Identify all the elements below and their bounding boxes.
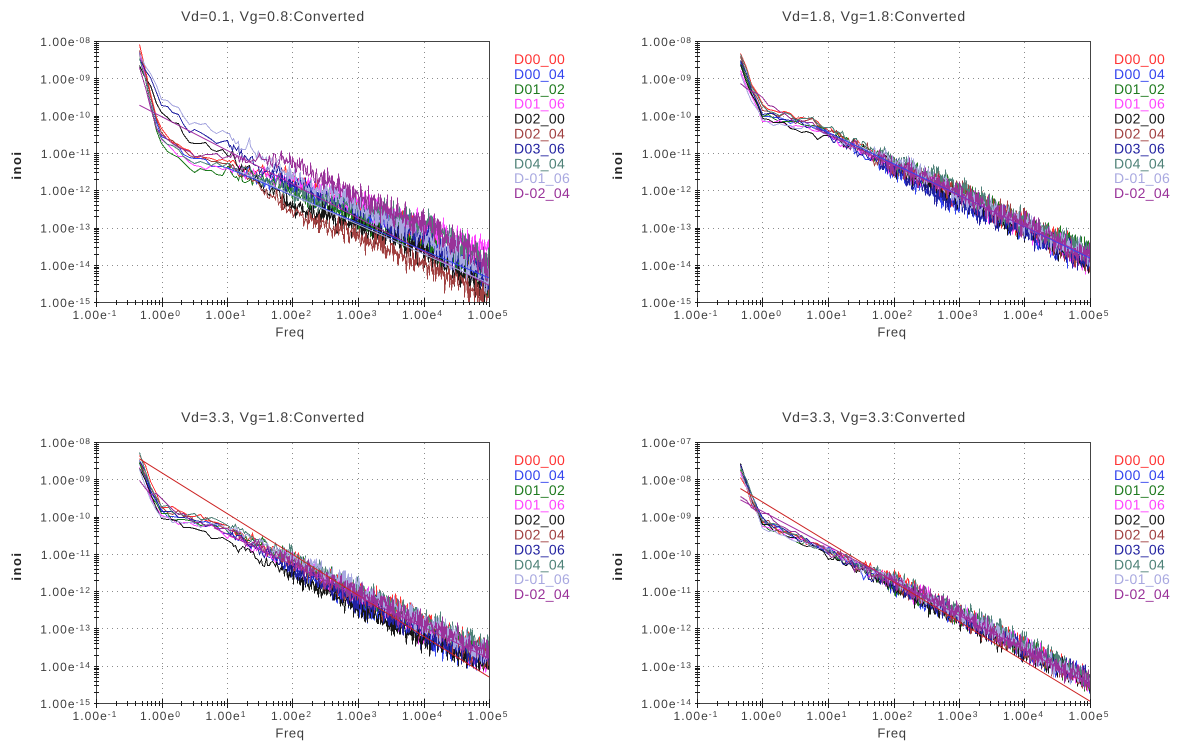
svg-text:1.00e3: 1.00e3 <box>336 709 377 723</box>
svg-text:D00_04: D00_04 <box>514 467 565 483</box>
svg-text:D04_04: D04_04 <box>514 556 565 572</box>
svg-text:1.00e5: 1.00e5 <box>1068 709 1109 723</box>
svg-text:1.00e-1: 1.00e-1 <box>674 709 719 723</box>
svg-text:D02_00: D02_00 <box>1114 111 1165 127</box>
svg-text:inoi: inoi <box>9 551 24 580</box>
svg-text:D01_02: D01_02 <box>514 81 565 97</box>
svg-text:D02_04: D02_04 <box>514 126 565 142</box>
svg-text:D01_02: D01_02 <box>514 482 565 498</box>
svg-text:D01_06: D01_06 <box>1114 96 1165 112</box>
svg-text:1.00e3: 1.00e3 <box>336 308 377 322</box>
svg-text:inoi: inoi <box>610 150 625 179</box>
svg-text:D02_00: D02_00 <box>514 512 565 528</box>
svg-text:D01_02: D01_02 <box>1114 482 1165 498</box>
svg-text:Freq: Freq <box>275 325 304 340</box>
svg-text:1.00e0: 1.00e0 <box>741 709 782 723</box>
svg-text:inoi: inoi <box>610 551 625 580</box>
svg-text:1.00e4: 1.00e4 <box>402 709 443 723</box>
svg-text:D01_06: D01_06 <box>514 497 565 513</box>
svg-text:D-02_04: D-02_04 <box>1114 185 1170 201</box>
svg-text:1.00e1: 1.00e1 <box>205 709 246 723</box>
svg-text:1.00e5: 1.00e5 <box>467 709 508 723</box>
svg-text:Vd=3.3, Vg=3.3:Converted: Vd=3.3, Vg=3.3:Converted <box>782 409 966 425</box>
svg-text:Freq: Freq <box>275 726 304 741</box>
svg-text:D03_06: D03_06 <box>514 541 565 557</box>
svg-text:D02_00: D02_00 <box>1114 512 1165 528</box>
svg-text:D04_04: D04_04 <box>1114 155 1165 171</box>
svg-text:D01_06: D01_06 <box>1114 497 1165 513</box>
svg-text:1.00e5: 1.00e5 <box>1068 308 1109 322</box>
svg-text:D02_04: D02_04 <box>1114 527 1165 543</box>
svg-text:1.00e4: 1.00e4 <box>1003 308 1044 322</box>
svg-text:D02_00: D02_00 <box>514 111 565 127</box>
svg-text:D-02_04: D-02_04 <box>514 185 570 201</box>
svg-text:D04_04: D04_04 <box>514 155 565 171</box>
svg-text:D02_04: D02_04 <box>514 527 565 543</box>
svg-text:D-02_04: D-02_04 <box>1114 586 1170 602</box>
svg-text:1.00e2: 1.00e2 <box>872 308 913 322</box>
svg-text:1.00e1: 1.00e1 <box>205 308 246 322</box>
svg-text:1.00e5: 1.00e5 <box>467 308 508 322</box>
svg-text:D01_06: D01_06 <box>514 96 565 112</box>
svg-text:1.00e0: 1.00e0 <box>140 709 181 723</box>
svg-text:D02_04: D02_04 <box>1114 126 1165 142</box>
svg-text:1.00e2: 1.00e2 <box>872 709 913 723</box>
svg-text:D03_06: D03_06 <box>1114 140 1165 156</box>
svg-text:1.00e3: 1.00e3 <box>937 308 978 322</box>
svg-text:Vd=1.8, Vg=1.8:Converted: Vd=1.8, Vg=1.8:Converted <box>782 8 966 24</box>
svg-text:1.00e1: 1.00e1 <box>806 709 847 723</box>
svg-text:D-01_06: D-01_06 <box>1114 571 1170 587</box>
svg-text:inoi: inoi <box>9 150 24 179</box>
svg-text:Freq: Freq <box>877 325 906 340</box>
svg-text:D00_00: D00_00 <box>514 452 565 468</box>
svg-text:1.00e1: 1.00e1 <box>806 308 847 322</box>
svg-text:D00_04: D00_04 <box>1114 467 1165 483</box>
svg-text:D-01_06: D-01_06 <box>514 571 570 587</box>
svg-text:D00_00: D00_00 <box>1114 452 1165 468</box>
svg-text:D03_06: D03_06 <box>514 140 565 156</box>
svg-text:1.00e2: 1.00e2 <box>271 308 312 322</box>
svg-text:1.00e-1: 1.00e-1 <box>674 308 719 322</box>
svg-text:D-02_04: D-02_04 <box>514 586 570 602</box>
svg-text:Vd=0.1, Vg=0.8:Converted: Vd=0.1, Vg=0.8:Converted <box>181 8 365 24</box>
svg-text:D00_00: D00_00 <box>1114 51 1165 67</box>
svg-text:1.00e2: 1.00e2 <box>271 709 312 723</box>
svg-text:D04_04: D04_04 <box>1114 556 1165 572</box>
svg-text:D-01_06: D-01_06 <box>1114 170 1170 186</box>
svg-text:D03_06: D03_06 <box>1114 541 1165 557</box>
svg-text:1.00e0: 1.00e0 <box>140 308 181 322</box>
svg-text:D00_04: D00_04 <box>1114 66 1165 82</box>
svg-text:Freq: Freq <box>877 726 906 741</box>
svg-text:D-01_06: D-01_06 <box>514 170 570 186</box>
svg-text:1.00e3: 1.00e3 <box>937 709 978 723</box>
svg-text:D01_02: D01_02 <box>1114 81 1165 97</box>
svg-text:1.00e4: 1.00e4 <box>1003 709 1044 723</box>
svg-text:1.00e0: 1.00e0 <box>741 308 782 322</box>
svg-text:D00_04: D00_04 <box>514 66 565 82</box>
svg-text:1.00e4: 1.00e4 <box>402 308 443 322</box>
svg-text:1.00e-1: 1.00e-1 <box>73 709 118 723</box>
svg-text:D00_00: D00_00 <box>514 51 565 67</box>
svg-text:Vd=3.3, Vg=1.8:Converted: Vd=3.3, Vg=1.8:Converted <box>181 409 365 425</box>
svg-text:1.00e-1: 1.00e-1 <box>73 308 118 322</box>
